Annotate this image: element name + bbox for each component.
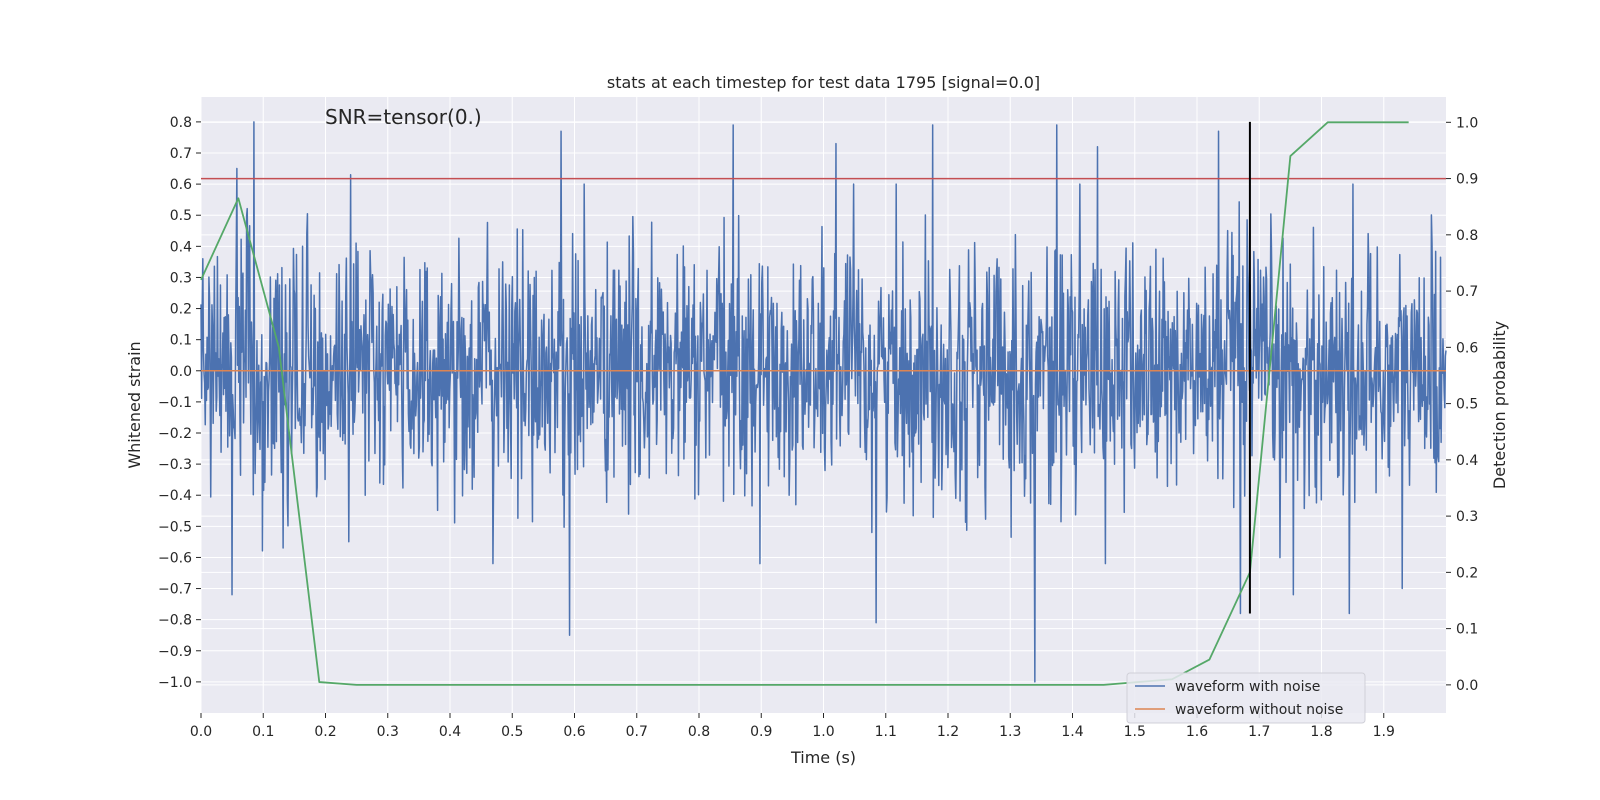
- y-tick-label: 0.8: [170, 115, 192, 131]
- y-tick-label: 0.1: [170, 333, 192, 349]
- y-tick-label: 0.2: [170, 302, 192, 318]
- x-tick-label: 1.8: [1310, 724, 1332, 740]
- y-tick-label: −0.8: [158, 613, 192, 629]
- x-tick-label: 1.7: [1248, 724, 1270, 740]
- y-right-tick-label: 0.8: [1456, 228, 1478, 244]
- x-tick-label: 0.4: [439, 724, 461, 740]
- x-tick-label: 1.5: [1124, 724, 1146, 740]
- y-tick-label: 0.7: [170, 146, 192, 162]
- y-tick-label: −1.0: [158, 675, 192, 691]
- x-tick-label: 1.2: [937, 724, 959, 740]
- x-tick-label: 1.9: [1373, 724, 1395, 740]
- legend-box: [1126, 672, 1366, 724]
- x-tick-label: 1.0: [812, 724, 834, 740]
- y-right-tick-label: 0.4: [1456, 453, 1478, 469]
- legend: waveform with noise waveform without noi…: [1126, 672, 1366, 724]
- x-tick-label: 1.3: [999, 724, 1021, 740]
- y-tick-label: 0.4: [170, 239, 192, 255]
- series-waveform-with-noise: [200, 121, 1447, 683]
- x-tick-label: 1.4: [1061, 724, 1083, 740]
- x-tick-label: 0.5: [501, 724, 523, 740]
- x-tick-label: 1.6: [1186, 724, 1208, 740]
- x-tick-label: 0.0: [190, 724, 212, 740]
- x-tick-label: 0.6: [563, 724, 585, 740]
- legend-label-noise: waveform with noise: [1175, 679, 1320, 695]
- y-right-tick-label: 0.7: [1456, 284, 1478, 300]
- chart-title: stats at each timestep for test data 179…: [607, 73, 1040, 92]
- y-tick-label: 0.5: [170, 208, 192, 224]
- y-tick-label: −0.4: [158, 488, 192, 504]
- series-layer: [200, 121, 1447, 686]
- legend-label-clean: waveform without noise: [1175, 702, 1343, 718]
- y-axis-label: Whitened strain: [125, 341, 144, 468]
- x-axis-label: Time (s): [790, 748, 856, 767]
- x-tick-label: 0.7: [626, 724, 648, 740]
- y-tick-label: −0.9: [158, 644, 192, 660]
- x-tick-label: 0.1: [252, 724, 274, 740]
- y-tick-label: −0.5: [158, 519, 192, 535]
- y-tick-label: 0.6: [170, 177, 192, 193]
- y-tick-label: 0.0: [170, 364, 192, 380]
- y-axis-right-label: Detection probability: [1490, 321, 1509, 489]
- x-tick-label: 0.3: [377, 724, 399, 740]
- x-tick-label: 0.8: [688, 724, 710, 740]
- y-tick-label: −0.2: [158, 426, 192, 442]
- y-right-tick-label: 0.6: [1456, 340, 1478, 356]
- x-tick-label: 0.2: [314, 724, 336, 740]
- y-right-tick-label: 1.0: [1456, 115, 1478, 131]
- x-tick-label: 1.1: [875, 724, 897, 740]
- ticks-layer: 0.0 0.1 0.2 0.3 0.4 0.5 0.6 0.7 0.8 0.9 1.0 1.1 1.2 1…: [158, 115, 1478, 740]
- grid: [200, 97, 1446, 713]
- y-right-tick-label: 0.5: [1456, 397, 1478, 413]
- x-tick-label: 0.9: [750, 724, 772, 740]
- y-tick-label: −0.6: [158, 550, 192, 566]
- y-right-tick-label: 0.0: [1456, 678, 1478, 694]
- y-right-tick-label: 0.9: [1456, 172, 1478, 188]
- y-tick-label: −0.1: [158, 395, 192, 411]
- snr-annotation: SNR=tensor(0.): [325, 105, 482, 129]
- y-right-tick-label: 0.3: [1456, 509, 1478, 525]
- y-tick-label: −0.7: [158, 582, 192, 598]
- y-right-tick-label: 0.2: [1456, 565, 1478, 581]
- y-tick-label: 0.3: [170, 270, 192, 286]
- y-tick-label: −0.3: [158, 457, 192, 473]
- y-right-tick-label: 0.1: [1456, 622, 1478, 638]
